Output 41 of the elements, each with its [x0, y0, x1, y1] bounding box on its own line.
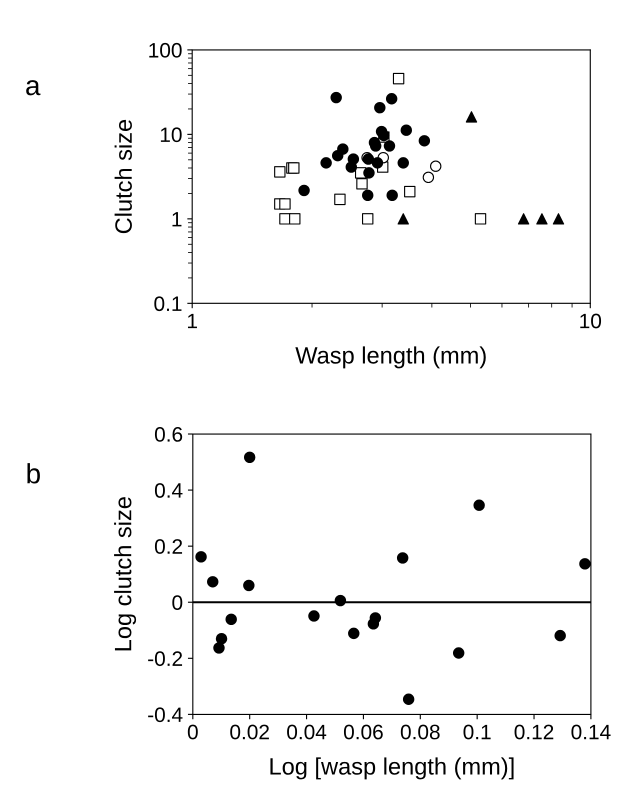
x-tick-label: 0.14	[571, 724, 611, 740]
y-axis-title: Clutch size	[114, 120, 132, 234]
y-axis-title: Log clutch size	[114, 497, 136, 650]
point	[243, 580, 255, 592]
y-tick-label: 0	[172, 595, 182, 610]
x-axis-title: Wasp length (mm)	[295, 346, 486, 368]
point	[244, 452, 256, 463]
point	[334, 594, 346, 606]
point	[213, 642, 225, 654]
x-tick-label: 0.12	[514, 724, 554, 740]
y-tick-label: -0.2	[148, 651, 182, 666]
text: b	[27, 463, 40, 484]
point	[348, 628, 360, 640]
point	[402, 694, 414, 705]
y-tick-label: 0.2	[154, 539, 182, 554]
point	[207, 576, 218, 588]
y-tick-label: 100	[149, 42, 182, 58]
x-tick-label: 0.06	[344, 724, 383, 740]
x-tick-label: 0	[188, 724, 198, 740]
x-tick-label: 0.02	[230, 724, 269, 740]
point	[473, 500, 485, 511]
y-tick-label: 1	[172, 212, 182, 226]
y-tick-label: -0.4	[148, 707, 182, 722]
point	[226, 614, 237, 626]
point	[579, 558, 591, 570]
x-tick-label: 0.08	[400, 724, 440, 740]
point	[195, 551, 207, 563]
x-tick-label: 0.04	[287, 724, 326, 740]
point	[452, 647, 464, 659]
y-tick-label: 0.1	[154, 296, 182, 312]
y-tick-label: 0.6	[154, 427, 182, 442]
point	[554, 630, 566, 642]
x-tick-label: 0.1	[463, 724, 491, 740]
text: a	[26, 80, 40, 96]
y-tick-label: 0.4	[154, 483, 182, 498]
point	[308, 610, 320, 622]
point	[216, 632, 228, 644]
y-tick-label: 10	[160, 127, 182, 142]
point	[396, 552, 408, 564]
x-axis-title: Log [wasp length (mm)]	[270, 757, 514, 780]
point	[370, 612, 382, 624]
